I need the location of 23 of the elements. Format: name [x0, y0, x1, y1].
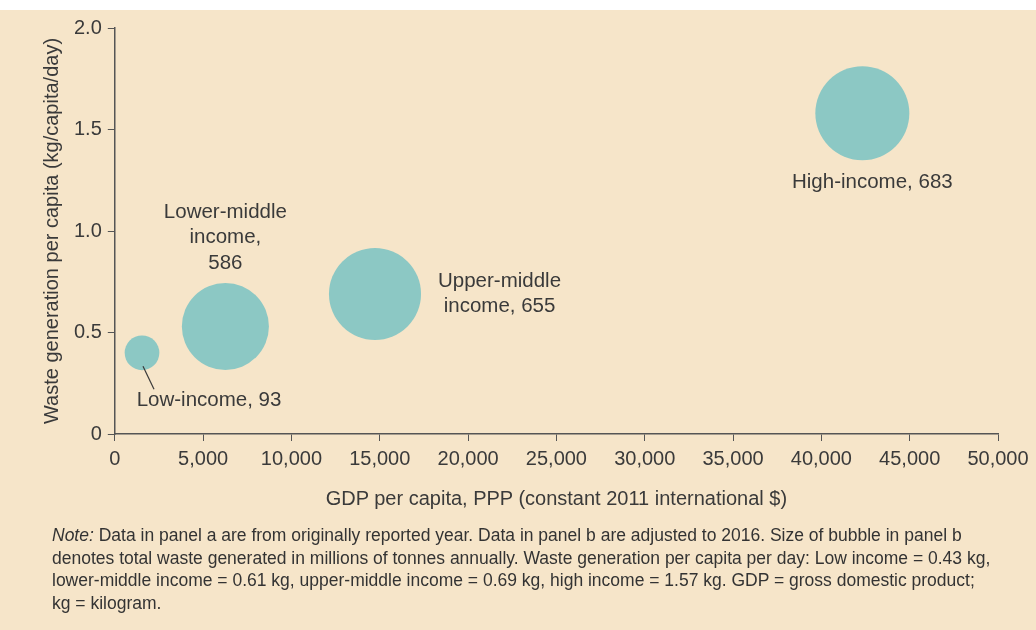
- y-tick-label: 1.5: [73, 117, 102, 140]
- x-tick-label: 5,000: [178, 446, 229, 469]
- y-tick-label: 2.0: [73, 15, 102, 38]
- x-axis-title: GDP per capita, PPP (constant 2011 international $): [325, 486, 788, 509]
- data-label: Low-income, 93: [136, 386, 282, 410]
- x-tick-label: 10,000: [260, 446, 323, 469]
- x-tick-label: 25,000: [525, 446, 587, 469]
- x-tick-label: 20,000: [437, 446, 499, 469]
- y-axis-title: Waste generation per capita (kg/capita/day): [39, 37, 62, 425]
- data-label: Upper-middle income, 655: [438, 267, 562, 317]
- x-tick-label: 30,000: [614, 446, 676, 469]
- data-label: Lower-middle income, 586: [163, 198, 287, 273]
- x-tick-label: 40,000: [790, 446, 852, 469]
- text: Note: Data in panel a are from originally reported year. Data in panel b are adjusted to 2016. Size of bubble in panel b denotes total waste generated in millions of tonnes annually. Waste generation per capita per day: Low income = 0.43 kg, lower-middle income = 0.61 kg, upper-middle income = 0.69 kg, high income = 1.57 kg. GDP = gross domestic product; kg = kilogram.: [52, 524, 992, 614]
- y-tick-label: 0.5: [73, 320, 102, 343]
- x-tick-label: 35,000: [702, 446, 764, 469]
- x-tick-label: 50,000: [967, 446, 1029, 469]
- y-tick-label: 0: [90, 421, 102, 444]
- x-tick-label: 15,000: [349, 446, 411, 469]
- x-tick-label: 0: [109, 446, 121, 469]
- data-label: High-income, 683: [792, 168, 953, 192]
- x-tick-label: 45,000: [879, 446, 941, 469]
- y-tick-label: 1.0: [73, 218, 102, 241]
